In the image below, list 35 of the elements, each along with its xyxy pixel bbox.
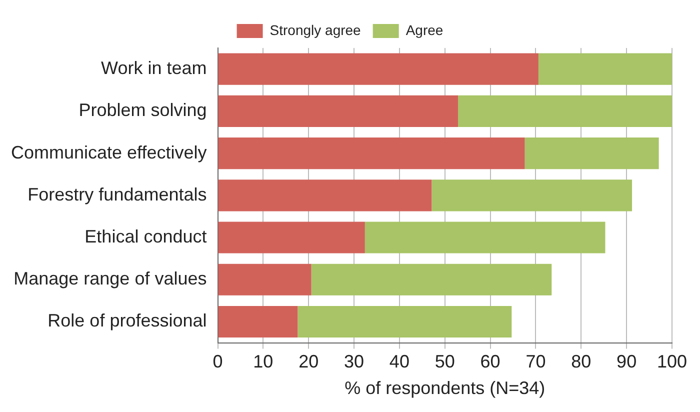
x-tick-label: 10 — [253, 352, 274, 372]
x-tick-label: 50 — [434, 352, 455, 372]
legend-label: Strongly agree — [270, 22, 362, 38]
x-tick-label: 60 — [480, 352, 500, 372]
bar — [298, 306, 512, 338]
legend-label: Agree — [406, 22, 444, 38]
bar — [218, 137, 525, 170]
bar — [458, 95, 672, 127]
bar — [432, 180, 632, 212]
bar — [311, 264, 552, 296]
y-tick-label: Problem solving — [78, 100, 207, 120]
y-tick-label: Manage range of values — [14, 268, 207, 289]
bar — [218, 306, 298, 338]
x-tick-label: 90 — [616, 352, 637, 372]
y-tick-label: Work in team — [101, 58, 207, 78]
x-tick-label: 30 — [344, 352, 364, 372]
x-axis-title: % of respondents (N=34) — [344, 378, 546, 398]
y-tick-label: Forestry fundamentals — [28, 184, 207, 204]
x-tick-label: 40 — [389, 352, 410, 372]
x-tick-label: 70 — [526, 352, 546, 372]
bar — [218, 222, 365, 254]
bar — [524, 137, 659, 170]
y-tick-label: Communicate effectively — [11, 142, 207, 162]
y-tick-label: Role of professional — [48, 310, 207, 331]
bar — [218, 53, 538, 85]
bar — [218, 95, 458, 127]
bar — [218, 264, 312, 296]
bar — [538, 53, 672, 85]
y-tick-label: Ethical conduct — [84, 226, 207, 246]
x-tick-label: 0 — [212, 352, 223, 372]
bar — [218, 180, 432, 212]
x-tick-label: 100 — [656, 352, 688, 372]
bar — [364, 222, 606, 254]
x-tick-label: 20 — [298, 352, 319, 372]
x-tick-label: 80 — [571, 352, 592, 372]
